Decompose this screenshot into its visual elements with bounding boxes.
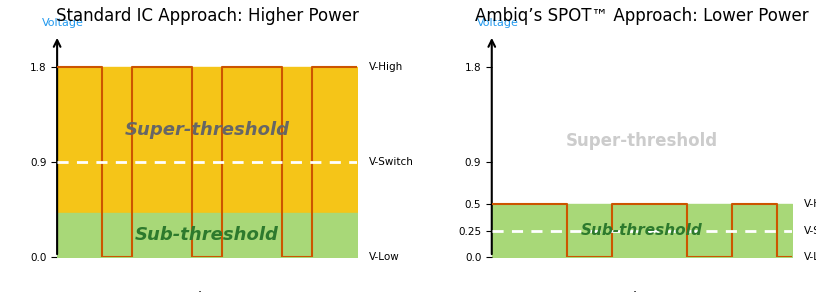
Text: Sub-threshold: Sub-threshold [135, 226, 279, 244]
Text: Super-threshold: Super-threshold [125, 121, 290, 139]
Text: Time: Time [190, 291, 224, 292]
Title: Standard IC Approach: Higher Power: Standard IC Approach: Higher Power [55, 7, 358, 25]
Text: Super-threshold: Super-threshold [565, 132, 718, 150]
Text: Voltage: Voltage [477, 18, 519, 28]
Text: V-Low: V-Low [369, 252, 400, 262]
Text: V-High: V-High [804, 199, 816, 209]
Title: Ambiq’s SPOT™ Approach: Lower Power: Ambiq’s SPOT™ Approach: Lower Power [475, 7, 809, 25]
Text: V-Switch: V-Switch [804, 225, 816, 236]
Text: Sub-threshold: Sub-threshold [581, 223, 703, 238]
Text: Voltage: Voltage [42, 18, 84, 28]
Text: Time: Time [624, 291, 659, 292]
Text: V-Low: V-Low [804, 252, 816, 262]
Text: V-Switch: V-Switch [369, 157, 414, 167]
Text: V-High: V-High [369, 62, 403, 72]
